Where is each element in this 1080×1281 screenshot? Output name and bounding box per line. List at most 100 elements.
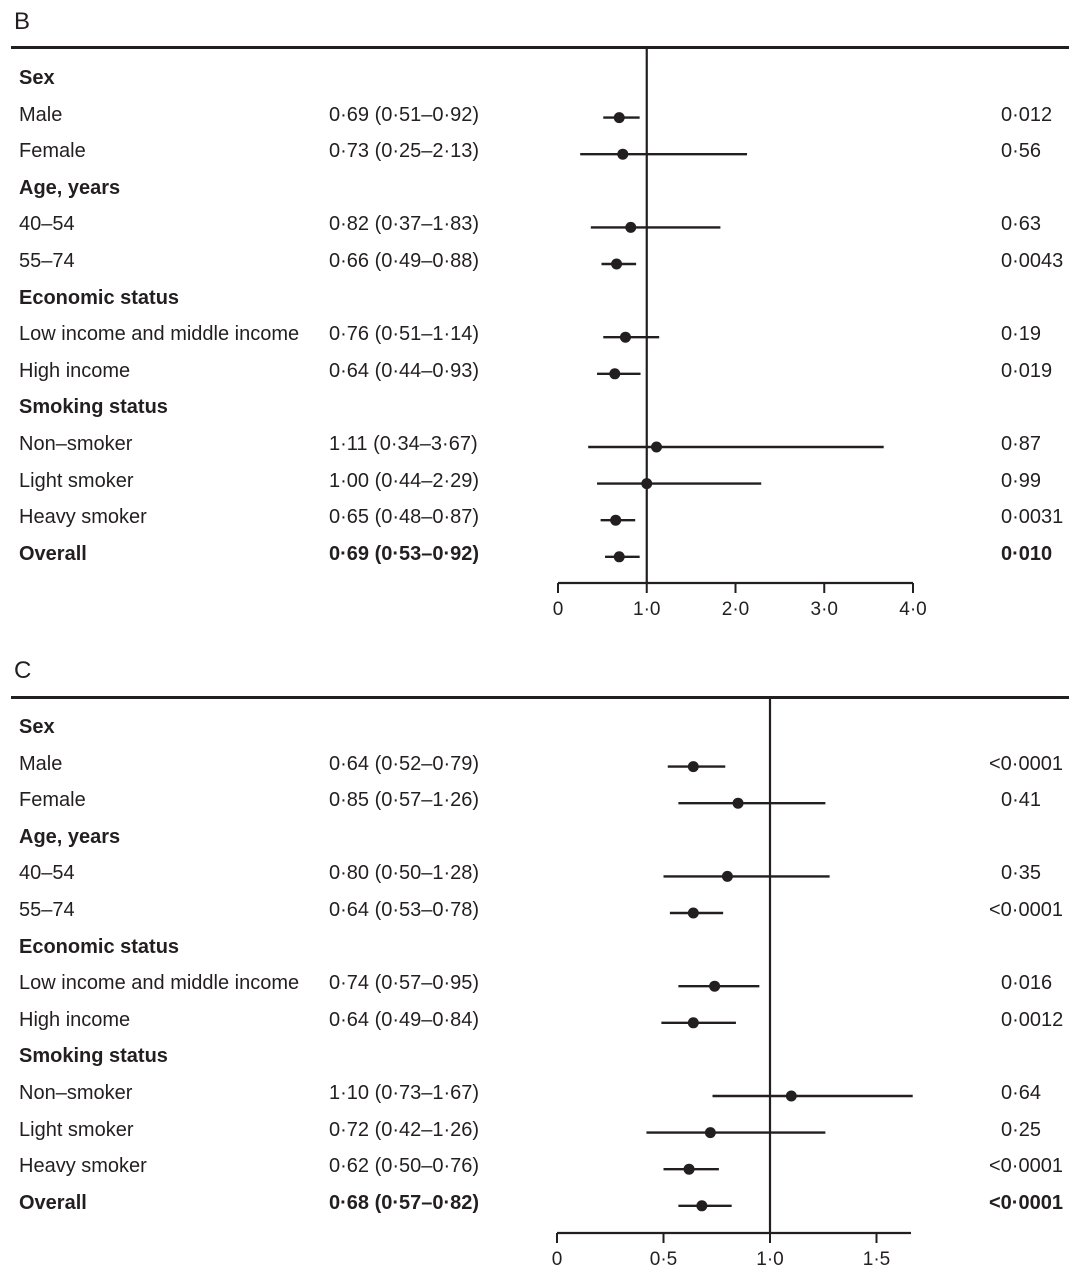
- point-estimate: [785, 1090, 797, 1102]
- x-tick-label: 1·0: [633, 599, 660, 620]
- x-tick-label: 1·0: [756, 1249, 783, 1270]
- point-estimate: [696, 1200, 708, 1212]
- estimate-ci-text: 1·00 (0·44–2·29): [329, 469, 480, 492]
- p-value: 0·0012: [1001, 1008, 1064, 1031]
- point-estimate: [617, 148, 629, 160]
- subgroup-header: Smoking status: [19, 1045, 168, 1068]
- p-value: 0·64: [1001, 1082, 1042, 1104]
- panel-label: C: [14, 657, 32, 684]
- point-estimate: [619, 331, 631, 343]
- p-value: 0·87: [1001, 433, 1042, 455]
- subgroup-label: 40–54: [19, 213, 75, 236]
- subgroup-label: High income: [19, 1008, 131, 1031]
- x-tick-label: 3·0: [811, 599, 838, 620]
- subgroup-label: Overall: [19, 542, 87, 565]
- p-value: <0·0001: [989, 752, 1063, 775]
- panel-top-rule: [11, 696, 1069, 699]
- p-value: 0·0043: [1001, 250, 1064, 272]
- subgroup-label: Low income and middle income: [19, 972, 300, 995]
- estimate-ci-text: 0·76 (0·51–1·14): [329, 323, 480, 346]
- point-estimate: [613, 112, 625, 124]
- subgroup-label: Non–smoker: [19, 433, 133, 455]
- p-value: 0·63: [1001, 213, 1042, 236]
- subgroup-label: Non–smoker: [19, 1082, 133, 1104]
- point-estimate: [704, 1127, 716, 1139]
- x-tick-label: 2·0: [722, 599, 749, 620]
- x-tick-label: 4·0: [899, 599, 926, 620]
- p-value: <0·0001: [989, 1191, 1063, 1214]
- estimate-ci-text: 0·64 (0·53–0·78): [329, 899, 480, 921]
- panel-c-marks: 0 0·5 1·0 1·5: [552, 698, 913, 1270]
- x-tick-label: 0: [553, 599, 564, 620]
- subgroup-label: Male: [19, 752, 63, 775]
- x-tick-label: 0: [552, 1249, 563, 1270]
- estimate-ci-text: 0·74 (0·57–0·95): [329, 972, 480, 995]
- subgroup-header: Sex: [19, 67, 55, 89]
- p-value: 0·019: [1001, 359, 1053, 382]
- subgroup-label: Female: [19, 140, 86, 163]
- panel-label: B: [14, 8, 31, 35]
- p-value: 0·25: [1001, 1118, 1042, 1141]
- subgroup-header: Smoking status: [19, 396, 168, 419]
- point-estimate: [687, 1017, 699, 1029]
- panel-b-marks: 0 1·0 2·0 3·0 4·0: [553, 48, 927, 620]
- p-value: 0·016: [1001, 972, 1053, 995]
- subgroup-header: Sex: [19, 716, 55, 738]
- p-value: 0·99: [1001, 469, 1042, 492]
- p-value: 0·010: [1001, 542, 1053, 565]
- point-estimate: [641, 478, 653, 490]
- p-value: <0·0001: [989, 899, 1063, 921]
- estimate-ci-text: 0·64 (0·44–0·93): [329, 359, 480, 382]
- estimate-ci-text: 0·69 (0·53–0·92): [329, 542, 480, 565]
- estimate-ci-text: 0·82 (0·37–1·83): [329, 213, 480, 236]
- point-estimate: [687, 907, 699, 919]
- subgroup-label: Heavy smoker: [19, 1155, 147, 1178]
- subgroup-label: Low income and middle income: [19, 323, 300, 346]
- point-estimate: [687, 761, 699, 773]
- p-value: <0·0001: [989, 1155, 1063, 1178]
- point-estimate: [625, 221, 637, 233]
- estimate-ci-text: 0·64 (0·49–0·84): [329, 1008, 480, 1031]
- estimate-ci-text: 0·68 (0·57–0·82): [329, 1191, 480, 1214]
- subgroup-label: 55–74: [19, 250, 75, 272]
- point-estimate: [611, 258, 623, 270]
- subgroup-label: Female: [19, 789, 86, 812]
- x-tick-label: 1·5: [863, 1249, 890, 1270]
- subgroup-label: 40–54: [19, 862, 75, 885]
- point-estimate: [610, 514, 622, 526]
- panel-top-rule: [11, 46, 1069, 49]
- subgroup-header: Economic status: [19, 286, 180, 309]
- estimate-ci-text: 0·80 (0·50–1·28): [329, 862, 480, 885]
- estimate-ci-text: 0·85 (0·57–1·26): [329, 789, 480, 812]
- p-value: 0·0031: [1001, 506, 1064, 529]
- p-value: 0·35: [1001, 862, 1042, 885]
- point-estimate: [683, 1163, 695, 1175]
- estimate-ci-text: 0·65 (0·48–0·87): [329, 506, 480, 529]
- p-value: 0·012: [1001, 103, 1053, 126]
- estimate-ci-text: 0·72 (0·42–1·26): [329, 1118, 480, 1141]
- estimate-ci-text: 0·62 (0·50–0·76): [329, 1155, 480, 1178]
- estimate-ci-text: 0·73 (0·25–2·13): [329, 140, 480, 163]
- subgroup-header: Age, years: [19, 176, 121, 199]
- estimate-ci-text: 0·69 (0·51–0·92): [329, 103, 480, 126]
- subgroup-label: Male: [19, 103, 63, 126]
- estimate-ci-text: 0·66 (0·49–0·88): [329, 250, 480, 272]
- subgroup-label: Light smoker: [19, 1118, 134, 1141]
- p-value: 0·41: [1001, 789, 1042, 812]
- p-value: 0·19: [1001, 323, 1042, 346]
- p-value: 0·56: [1001, 140, 1042, 163]
- estimate-ci-text: 1·11 (0·34–3·67): [329, 433, 478, 455]
- subgroup-label: Light smoker: [19, 469, 134, 492]
- estimate-ci-text: 0·64 (0·52–0·79): [329, 752, 480, 775]
- subgroup-label: Heavy smoker: [19, 506, 147, 529]
- subgroup-label: High income: [19, 359, 131, 382]
- subgroup-header: Age, years: [19, 825, 121, 848]
- point-estimate: [613, 551, 625, 563]
- point-estimate: [709, 980, 721, 992]
- x-tick-label: 0·5: [650, 1249, 677, 1270]
- point-estimate: [732, 797, 744, 809]
- point-estimate: [721, 870, 733, 882]
- point-estimate: [609, 368, 621, 380]
- estimate-ci-text: 1·10 (0·73–1·67): [329, 1082, 480, 1104]
